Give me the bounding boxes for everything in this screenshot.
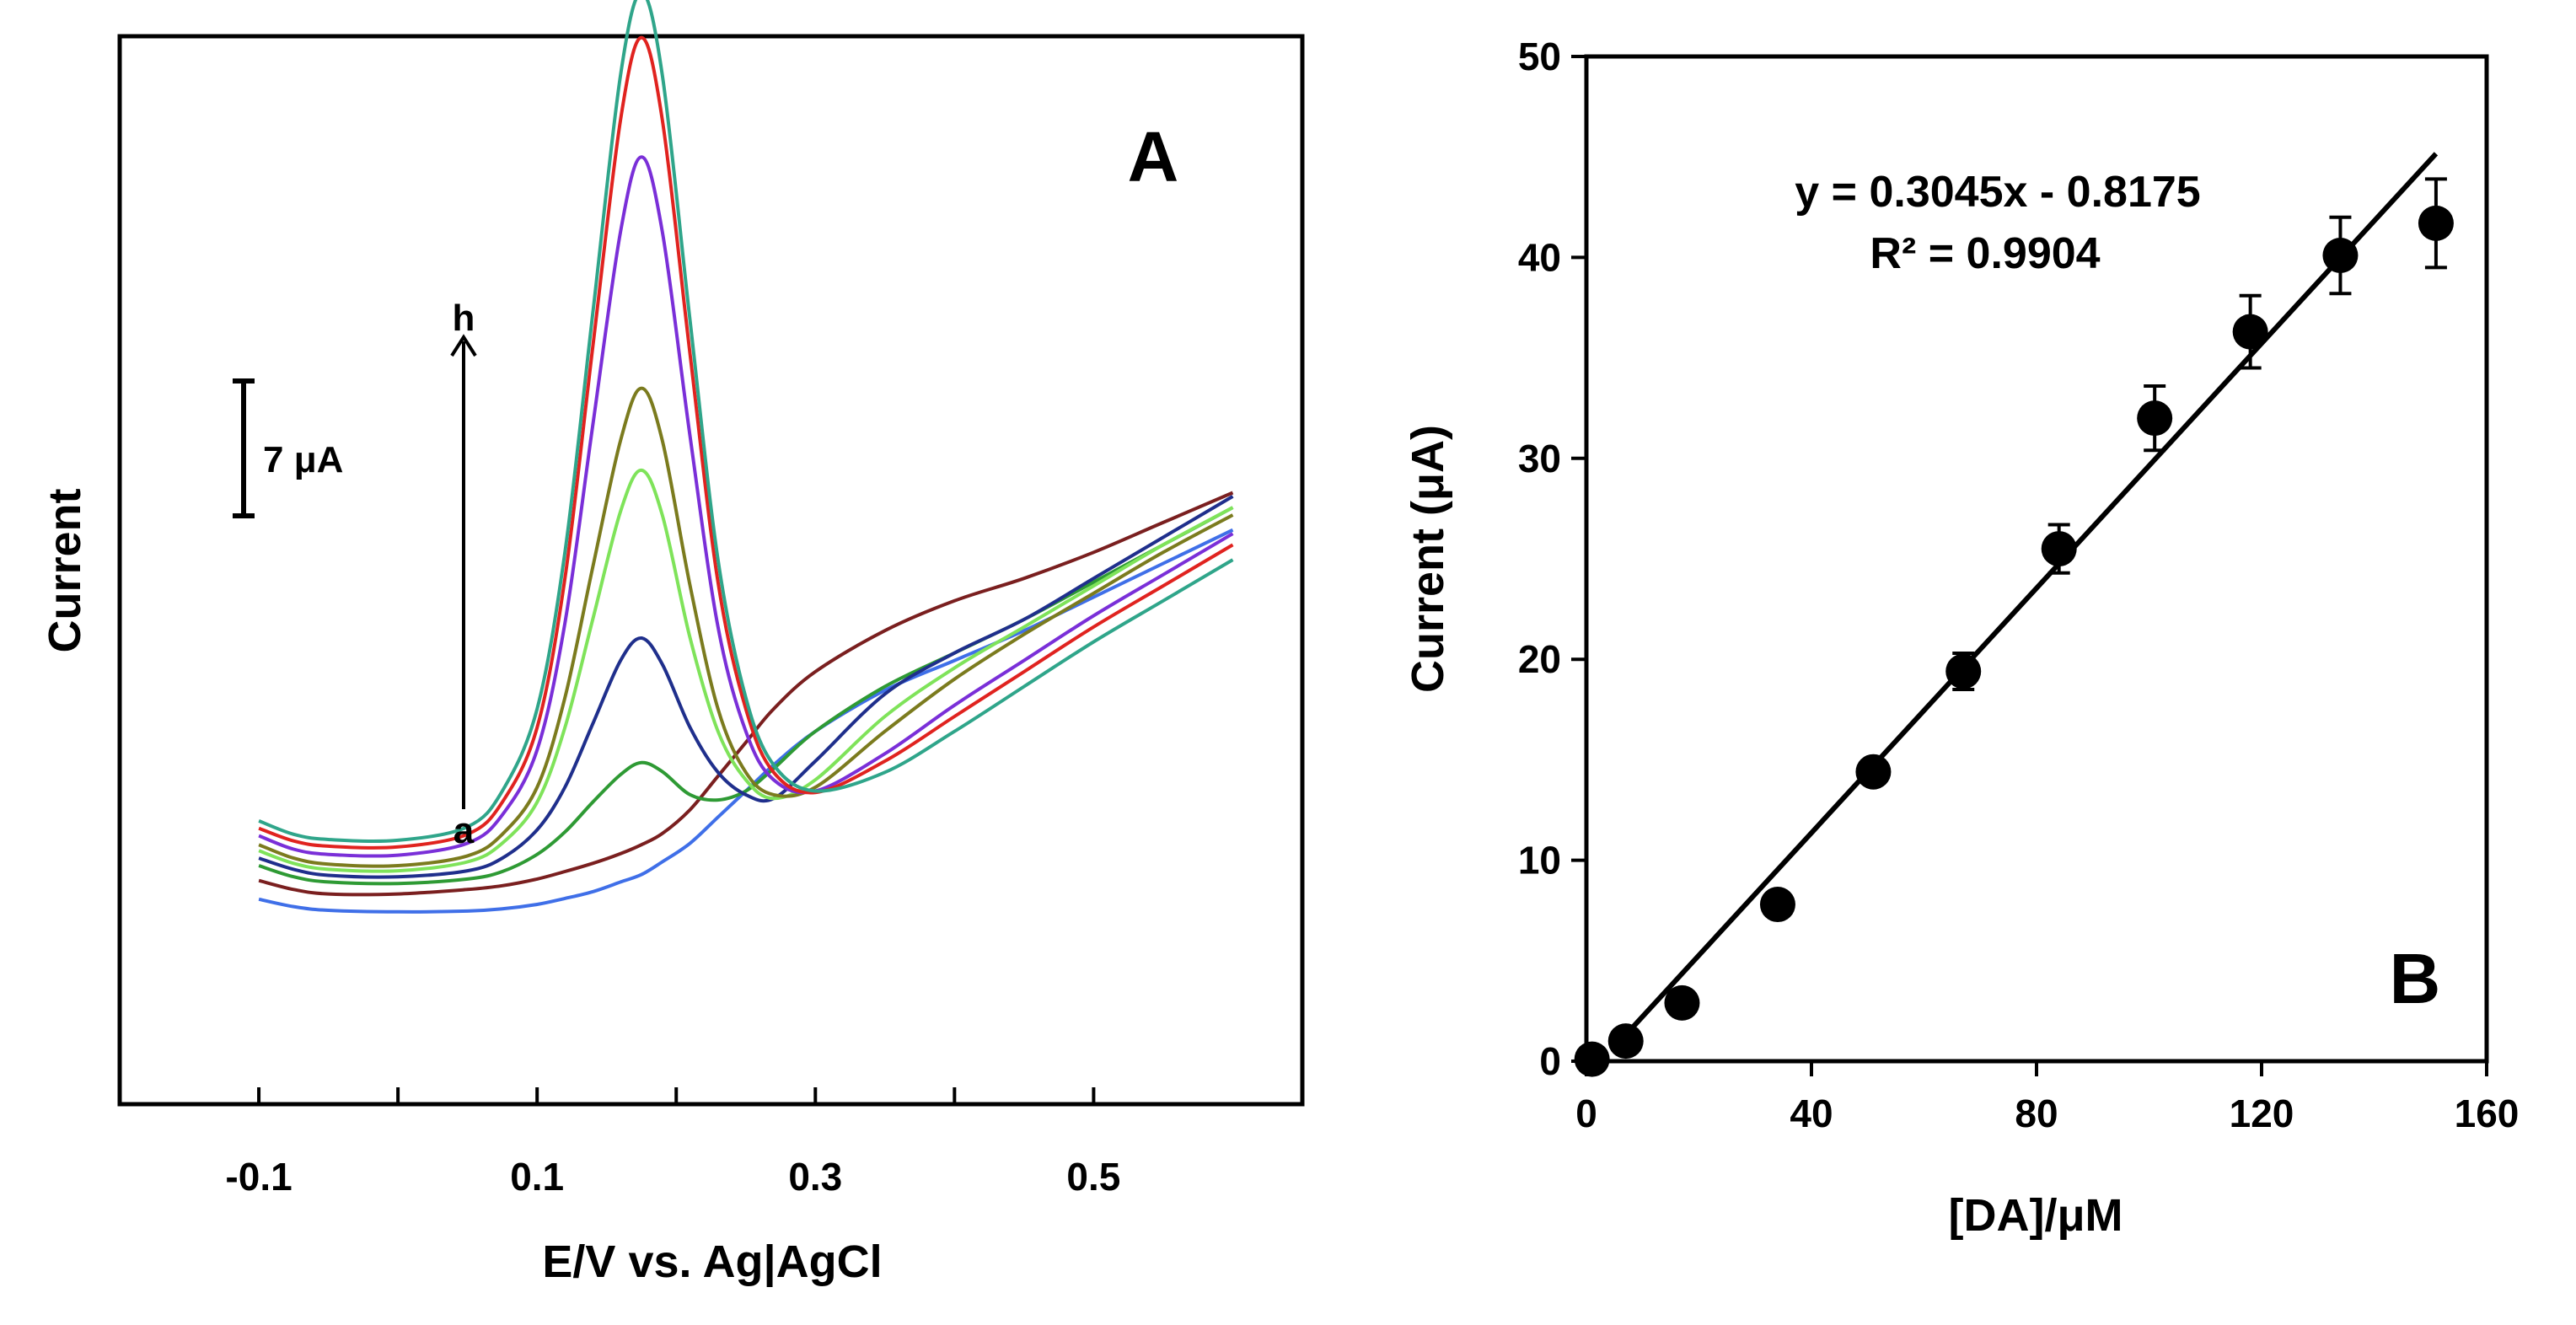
data-point-3 <box>1759 887 1795 923</box>
panel-b-x-tick-label-0: 0 <box>1575 1092 1597 1135</box>
data-point-4 <box>1855 754 1892 790</box>
data-point-9 <box>2322 238 2359 274</box>
data-point-2 <box>1664 984 1700 1021</box>
panel-b-x-ticks: 0 40 80 120 160 <box>1575 1061 2519 1135</box>
panel-b-y-tick-label-4: 40 <box>1518 235 1561 279</box>
cv-curve-a <box>258 491 1234 897</box>
fit-equation: y = 0.3045x - 0.8175 <box>1795 168 2200 217</box>
data-point-1 <box>1607 1023 1644 1059</box>
increase-arrow <box>450 334 477 809</box>
panel-b-y-tick-label-3: 30 <box>1518 437 1561 480</box>
panel-b-y-tick-label-2: 20 <box>1518 637 1561 681</box>
cv-curve-c <box>258 495 1234 879</box>
panel-a-frame <box>117 34 1305 1107</box>
panel-a: -0.1 0.1 0.3 0.5 7 μA h a A E/V vs. Ag|AgCl… <box>40 0 1305 1288</box>
arrow-end-label: h <box>453 298 475 339</box>
panel-b-y-tick-label-0: 0 <box>1539 1039 1561 1083</box>
data-point-6 <box>2041 531 2077 567</box>
panel-b-x-tick-label-4: 160 <box>2455 1092 2520 1135</box>
panel-b-points <box>1574 205 2454 1077</box>
panel-b-x-tick-label-3: 120 <box>2230 1092 2294 1135</box>
data-point-7 <box>2137 400 2173 437</box>
panel-a-curves <box>258 0 1234 914</box>
cv-curve-f <box>258 155 1234 858</box>
panel-a-x-tick-label-3: 0.5 <box>1066 1155 1120 1199</box>
fit-line <box>1613 152 2439 1049</box>
arrow-start-label: a <box>453 810 475 851</box>
panel-a-y-title: Current <box>40 488 90 652</box>
panel-a-x-tick-label-2: 0.3 <box>788 1155 842 1199</box>
panel-a-x-tick-labels: -0.1 0.1 0.3 0.5 <box>225 1155 1120 1199</box>
cv-curve-h <box>258 0 1234 844</box>
panel-b: 0 40 80 120 160 0 10 20 30 40 50 y = 0.3045x - 0.… <box>1403 35 2519 1241</box>
data-point-0 <box>1574 1041 1610 1077</box>
panel-a-x-title: E/V vs. Ag|AgCl <box>542 1236 882 1288</box>
panel-a-x-tick-label-1: 0.1 <box>510 1155 564 1199</box>
panel-b-letter: B <box>2390 939 2441 1018</box>
data-point-10 <box>2418 205 2454 241</box>
cv-curve-e <box>258 386 1234 868</box>
panel-b-x-tick-label-2: 80 <box>2015 1092 2058 1135</box>
panel-b-x-tick-label-1: 40 <box>1790 1092 1833 1135</box>
cv-curve-d <box>258 468 1234 873</box>
panel-b-y-title: Current (μA) <box>1403 425 1453 693</box>
r-squared: R² = 0.9904 <box>1870 229 2100 278</box>
panel-b-fit <box>1613 152 2439 1049</box>
panel-b-y-tick-label-1: 10 <box>1518 839 1561 882</box>
data-point-8 <box>2232 314 2268 350</box>
scale-bar-label: 7 μA <box>263 439 343 480</box>
scale-bar <box>233 378 255 518</box>
panel-b-y-ticks: 0 10 20 30 40 50 <box>1518 35 1586 1083</box>
panel-b-x-title: [DA]/μM <box>1949 1190 2123 1241</box>
data-point-5 <box>1945 653 1982 689</box>
panel-a-x-ticks <box>257 1087 1096 1104</box>
cv-curve-g <box>258 35 1234 850</box>
panel-a-letter: A <box>1128 117 1179 196</box>
panel-a-x-tick-label-0: -0.1 <box>225 1155 292 1199</box>
panel-b-y-tick-label-5: 50 <box>1518 35 1561 78</box>
